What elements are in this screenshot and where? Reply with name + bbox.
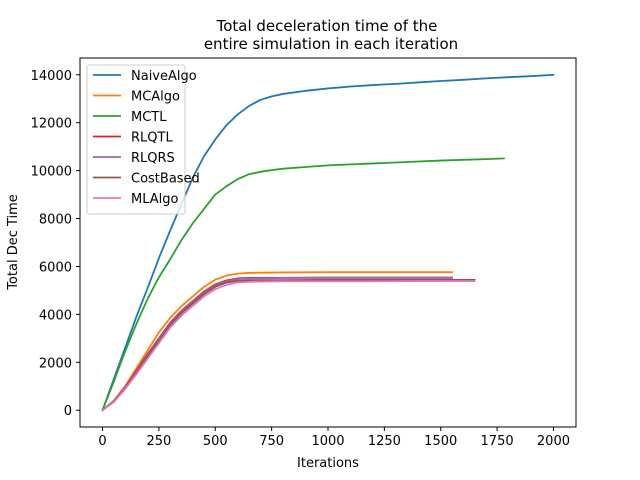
- legend-label-rlqtl: RLQTL: [131, 131, 173, 146]
- chart-title-line-2: entire simulation in each iteration: [204, 35, 458, 53]
- plot-area-frame: [79, 57, 577, 428]
- y-tick-label: 4000: [39, 308, 72, 323]
- y-axis-ticks: 0 2000 4000 6000 8000 10000 12000 14000: [31, 69, 80, 419]
- x-tick-label: 250: [146, 434, 171, 449]
- legend-label-mlalgo: MLAlgo: [131, 192, 179, 207]
- series-line-mcalgo: [101, 271, 453, 412]
- y-tick-label: 8000: [39, 213, 72, 228]
- legend-label-costbased: CostBased: [131, 172, 200, 187]
- x-tick-label: 750: [259, 434, 284, 449]
- series-line-mlalgo: [101, 280, 476, 412]
- legend: NaiveAlgo MCAlgo MCTL RLQTL RLQRS CostBased ML…: [86, 64, 200, 215]
- series-line-mctl: [101, 157, 505, 412]
- y-tick-label: 14000: [31, 69, 72, 84]
- x-tick-label: 0: [98, 434, 106, 449]
- chart-title-line-1: Total deceleration time of the: [216, 17, 438, 35]
- x-tick-label: 500: [203, 434, 228, 449]
- y-tick-label: 0: [64, 404, 72, 419]
- y-tick-label: 2000: [39, 356, 72, 371]
- y-tick-label: 10000: [31, 165, 72, 180]
- x-tick-label: 1000: [311, 434, 344, 449]
- x-tick-label: 2000: [537, 434, 570, 449]
- x-tick-label: 1500: [424, 434, 457, 449]
- legend-items: NaiveAlgo MCAlgo MCTL RLQTL RLQRS CostBased ML…: [93, 69, 200, 207]
- legend-label-naivealgo: NaiveAlgo: [131, 69, 197, 84]
- x-tick-label: 1250: [368, 434, 401, 449]
- y-axis-label: Total Dec Time: [6, 194, 21, 291]
- y-tick-label: 6000: [39, 260, 72, 275]
- legend-label-rlqrs: RLQRS: [131, 151, 175, 166]
- series-line-naivealgo: [101, 73, 555, 412]
- x-axis-label: Iterations: [297, 456, 359, 471]
- y-tick-label: 12000: [31, 117, 72, 132]
- x-tick-label: 1750: [481, 434, 514, 449]
- legend-label-mctl: MCTL: [131, 110, 167, 125]
- x-axis-ticks: 0 250 500 750 1000 1250 1500 1750 2000: [98, 427, 570, 449]
- series-layer: [101, 73, 555, 412]
- legend-label-mcalgo: MCAlgo: [131, 90, 180, 105]
